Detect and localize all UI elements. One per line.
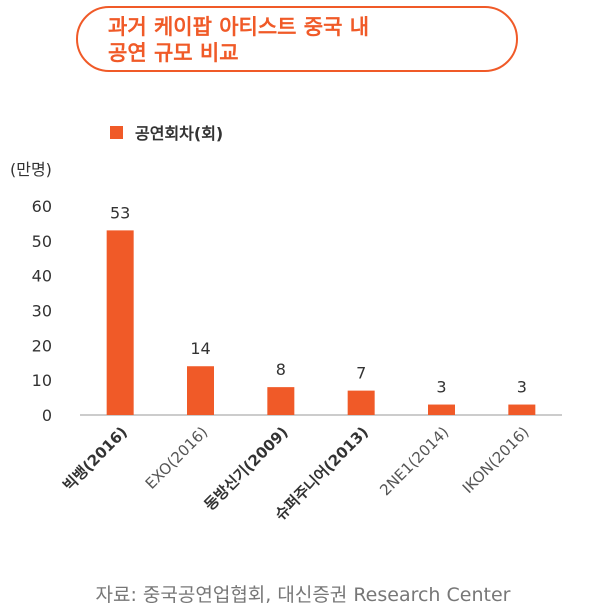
chart-title: 과거 케이팝 아티스트 중국 내 공연 규모 비교 [108,14,369,66]
data-label: 14 [190,339,210,358]
source-note: 자료: 중국공연업협회, 대신증권 Research Center [95,584,511,606]
x-tick-label: IKON(2016) [459,423,533,497]
y-tick-label: 50 [32,232,52,251]
data-label: 53 [110,203,130,222]
bar [428,404,455,415]
x-tick-label: 동방신기(2009) [201,423,292,514]
title-box: 과거 케이팝 아티스트 중국 내 공연 규모 비교 [76,6,518,72]
legend-label: 공연회차(회) [135,124,224,143]
data-label: 3 [517,378,527,397]
title-line-1: 과거 케이팝 아티스트 중국 내 [108,15,370,39]
legend: 공연회차(회) [110,120,223,144]
data-label: 3 [436,378,446,397]
y-unit-label: (만명) [10,160,52,179]
bar [508,404,536,415]
y-tick-label: 30 [32,302,52,321]
data-label: 8 [276,360,286,379]
bar-chart: 0 10 20 30 40 50 60 53 빅뱅(2016) 14 EXO(2016) 8 동방신기(… [32,197,562,524]
bar [187,366,214,415]
x-tick-label: 빅뱅(2016) [60,423,131,494]
legend-swatch [110,125,123,139]
bar [267,387,295,415]
x-tick-label: 2NE1(2014) [376,423,452,499]
y-tick-label: 0 [42,406,52,425]
title-line-2: 공연 규모 비교 [108,41,239,65]
bar [106,230,134,415]
bar [347,390,375,415]
y-tick-label: 10 [32,371,52,390]
data-label: 7 [356,364,366,383]
x-tick-label: EXO(2016) [142,423,212,493]
y-tick-label: 20 [32,336,52,355]
y-tick-label: 60 [32,197,52,216]
y-tick-label: 40 [32,267,52,286]
